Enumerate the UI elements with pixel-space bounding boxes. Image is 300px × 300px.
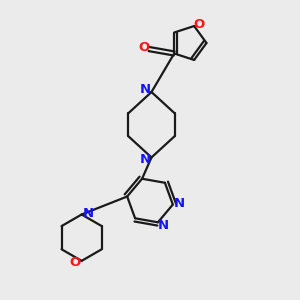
Text: N: N [158, 219, 169, 232]
Text: O: O [138, 41, 149, 54]
Text: N: N [140, 153, 151, 166]
Text: O: O [194, 18, 205, 31]
Text: O: O [70, 256, 81, 269]
Text: N: N [140, 83, 151, 96]
Text: N: N [82, 206, 94, 220]
Text: N: N [174, 196, 185, 210]
